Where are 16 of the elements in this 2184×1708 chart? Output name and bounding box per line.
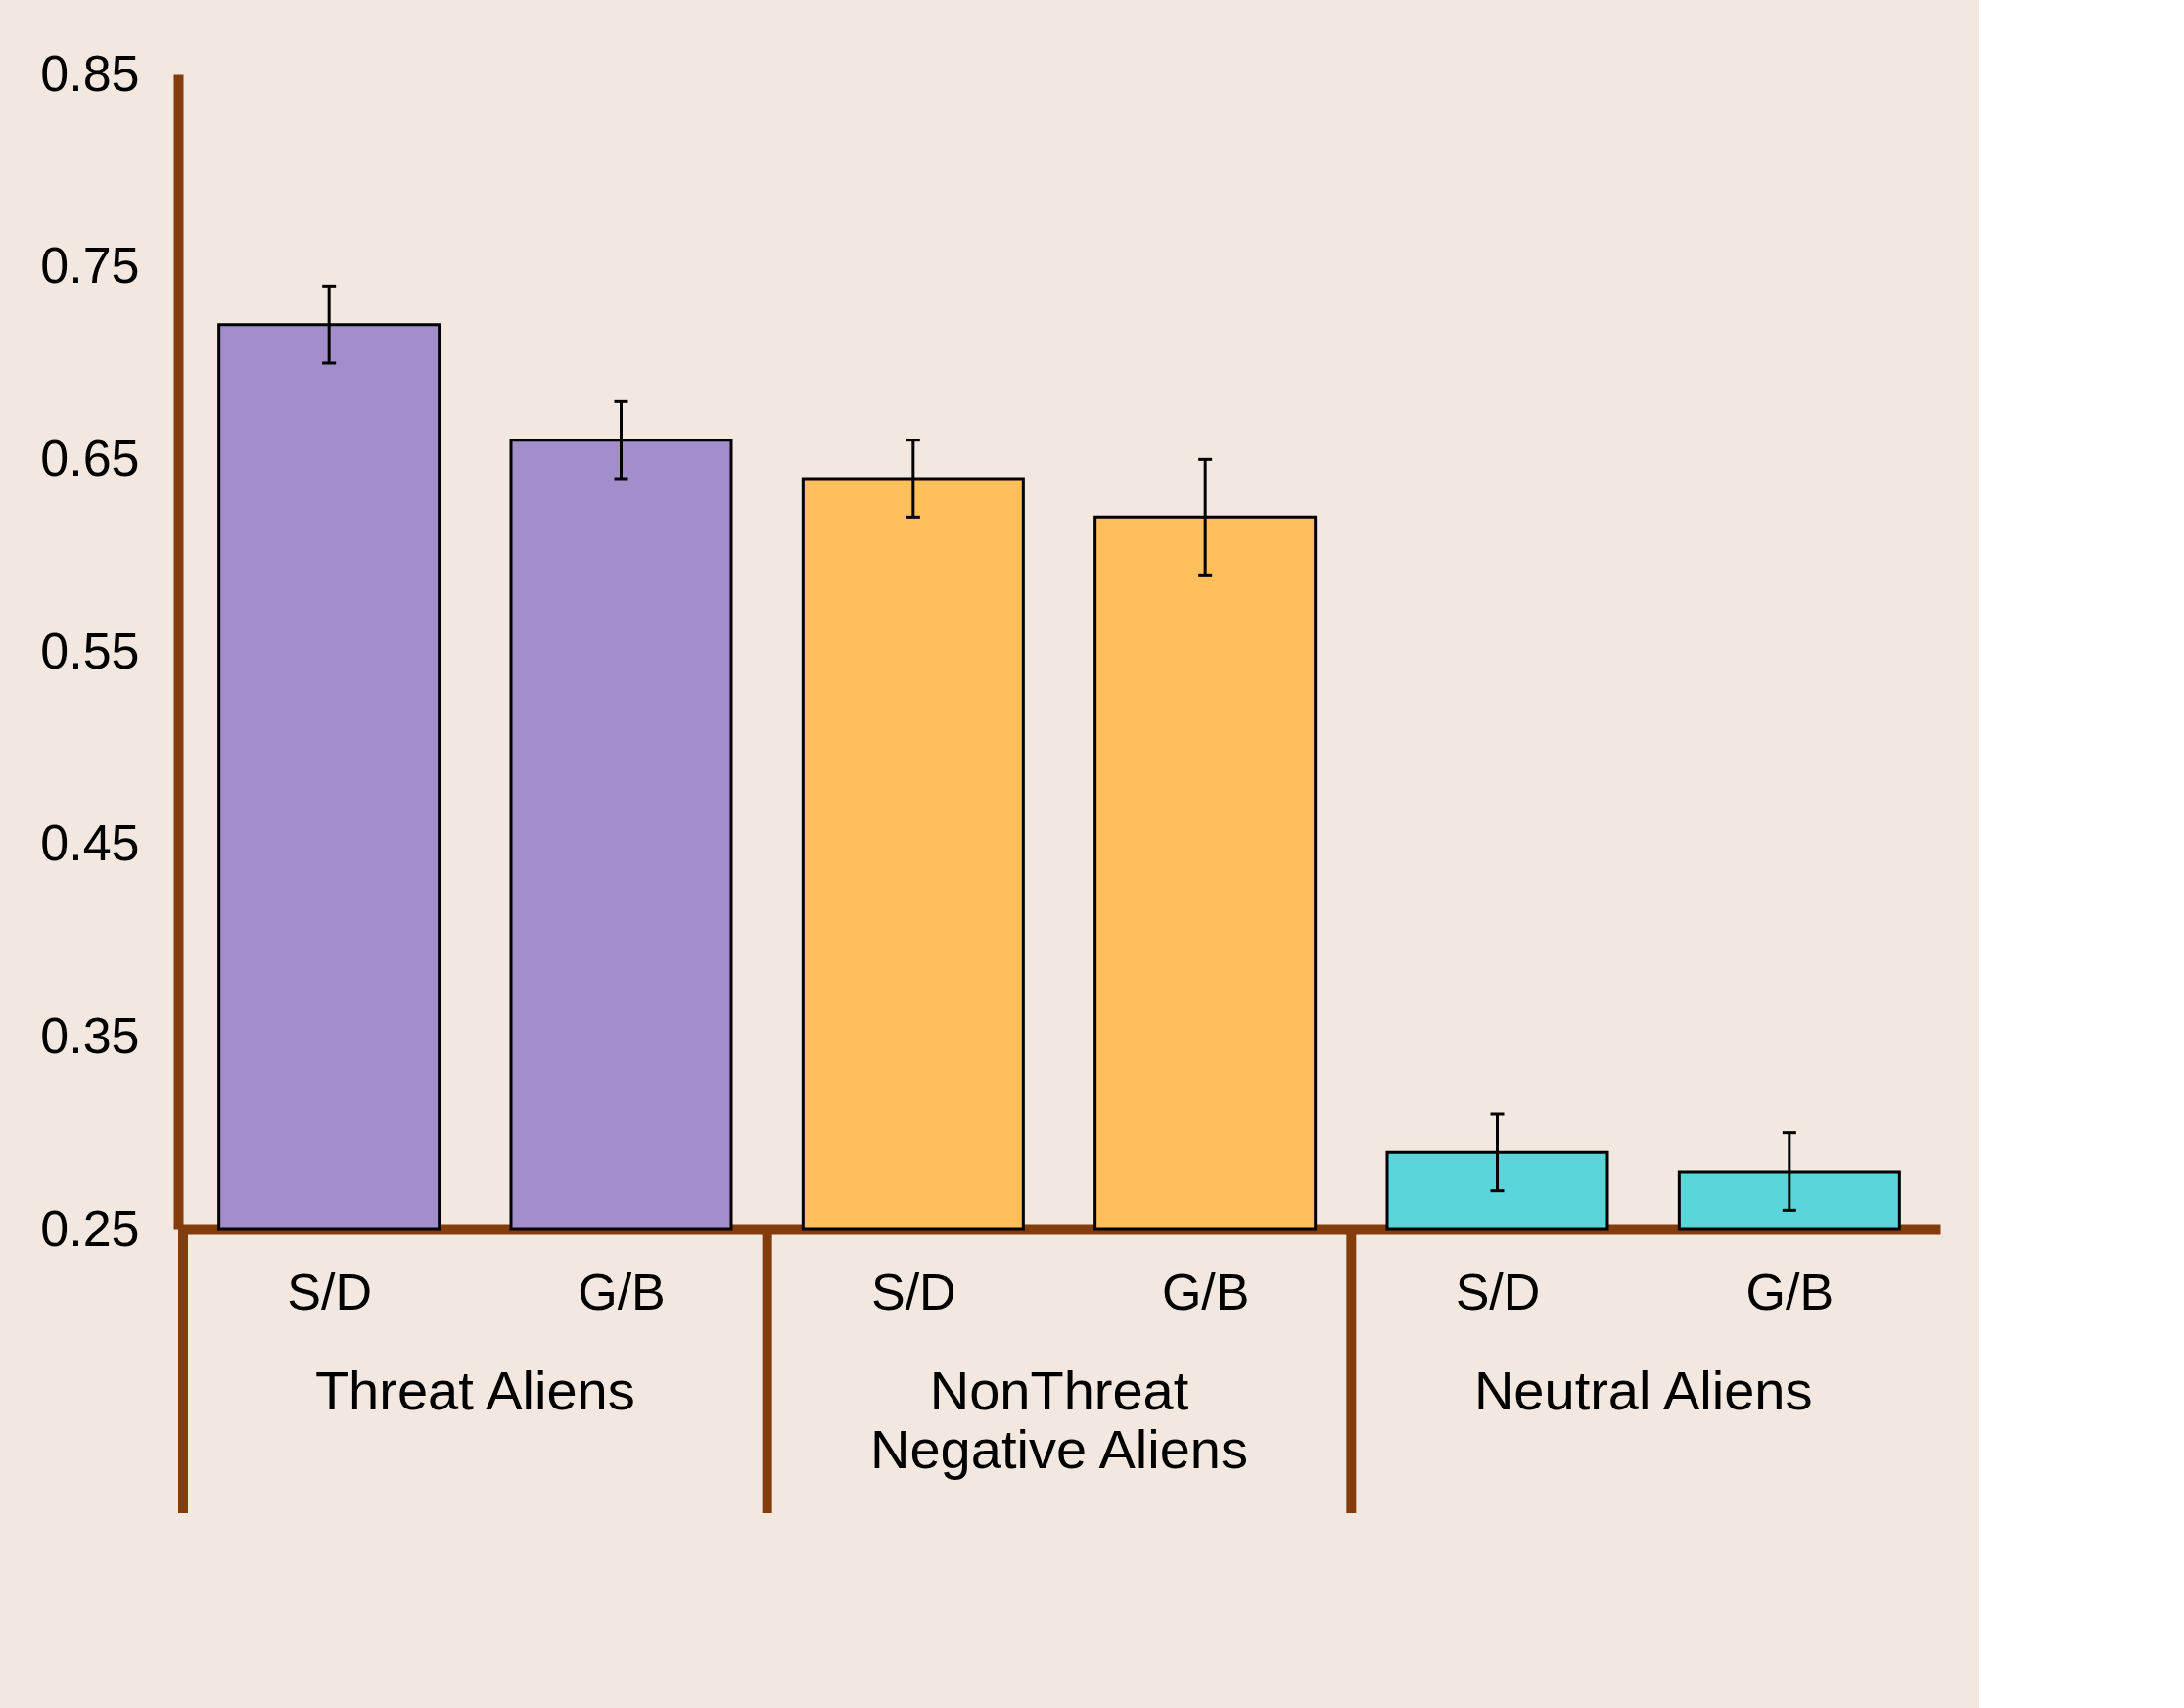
y-tick-label: 0.55 [40, 622, 140, 679]
text: NonThreat Negative Aliens [869, 1360, 1249, 1480]
x-tick-label: S/D [1455, 1263, 1541, 1320]
y-tick-label: 0.85 [40, 44, 140, 102]
x-tick-label: G/B [1745, 1263, 1835, 1320]
y-tick-label: 0.25 [40, 1199, 140, 1257]
y-tick-label: 0.35 [40, 1006, 140, 1064]
x-tick-label: G/B [578, 1263, 666, 1320]
text: Neutral Aliens [1473, 1360, 1813, 1421]
x-tick-label: G/B [1161, 1263, 1250, 1320]
y-tick-label: 0.75 [40, 237, 140, 295]
text: Threat Aliens [314, 1360, 635, 1421]
y-tick-label: 0.45 [40, 814, 140, 872]
x-tick-label: S/D [287, 1263, 373, 1320]
y-tick-label: 0.65 [40, 429, 140, 486]
x-tick-label: S/D [870, 1263, 956, 1320]
